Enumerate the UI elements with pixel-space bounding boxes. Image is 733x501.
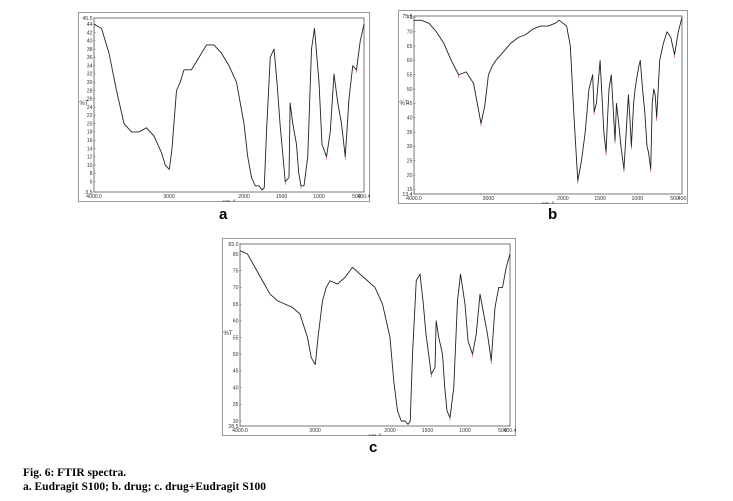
y-tick-label: 32	[87, 72, 93, 78]
y-tick-label: 3.5	[85, 190, 92, 196]
figure-caption-title: Fig. 6: FTIR spectra.	[23, 467, 127, 479]
y-tick-label: 50	[233, 352, 239, 358]
spectrum-panel-a: 3.5 6 8 10 12 14 16 18 20 22 24 26 28 30 32 34 36 38 40 42 4…	[78, 12, 370, 202]
y-tick-label: 42	[87, 30, 93, 36]
x-tick-label: 3000	[483, 196, 495, 202]
x-tick-label: 2000	[557, 196, 569, 202]
x-tick-label: 4000.0	[232, 428, 248, 434]
y-tick-label: 13.4	[402, 192, 412, 198]
x-tick-label: 3000	[309, 428, 321, 434]
x-tick-label: 400.4	[358, 194, 370, 200]
y-tick-label: 55	[407, 73, 413, 79]
x-tick-label: 500	[352, 194, 361, 200]
y-axis-label: %T	[400, 101, 409, 107]
y-tick-label: 45.5	[82, 16, 92, 22]
chart-border	[398, 10, 688, 204]
y-axis-label: %T	[224, 331, 233, 337]
y-tick-label: 24	[87, 105, 93, 111]
chart-a: 3.5 6 8 10 12 14 16 18 20 22 24 26 28 30 32 34 36 38 40 42 4…	[78, 12, 370, 202]
x-tick-label: 1500	[276, 194, 288, 200]
y-tick-label: 40	[407, 116, 413, 122]
x-tick-label: 1000	[313, 194, 325, 200]
y-tick-label: 6	[90, 179, 93, 185]
y-tick-label: 18	[87, 130, 93, 136]
x-tick-label: 1000	[459, 428, 471, 434]
y-tick-label: 35	[233, 402, 239, 408]
y-tick-label: 70	[407, 30, 413, 36]
y-tick-label: 35	[407, 130, 413, 136]
x-tick-label: 1500	[422, 428, 434, 434]
panel-label-c: c	[369, 439, 378, 456]
y-tick-label: 36	[87, 55, 93, 61]
x-axis-label: cm-1	[368, 434, 382, 436]
y-tick-label: 12	[87, 155, 93, 161]
y-tick-label: 20	[407, 173, 413, 179]
x-tick-label: 3000	[163, 194, 175, 200]
y-tick-label: 16	[87, 138, 93, 144]
x-tick-label: 1500	[594, 196, 606, 202]
plot-area	[93, 17, 365, 193]
y-tick-label: 25	[407, 159, 413, 165]
y-tick-label: 70	[233, 285, 239, 291]
y-tick-label: 10	[87, 163, 93, 169]
spectrum-line	[239, 250, 511, 425]
x-tick-label: 400	[678, 196, 687, 202]
x-tick-label: 400.4	[504, 428, 516, 434]
figure-caption-sub: a. Eudragit S100; b. drug; c. drug+Eudra…	[23, 481, 266, 493]
y-tick-label: 60	[407, 58, 413, 64]
y-tick-label: 83.0	[228, 242, 238, 248]
y-tick-label: 65	[233, 302, 239, 308]
y-tick-label: 55	[233, 335, 239, 341]
panel-label-b: b	[548, 206, 558, 223]
chart-c: 28.530 35 40 45 50 55 60 65 70 75 80 83.0 4000.0 3000…	[222, 238, 516, 436]
y-tick-label: 30	[87, 80, 93, 86]
y-tick-label: 38	[87, 47, 93, 53]
panel-label-a: a	[219, 206, 228, 223]
y-tick-label: 60	[233, 319, 239, 325]
y-tick-label: 28.5	[228, 424, 238, 430]
chart-border	[78, 12, 370, 202]
y-tick-label: 50	[407, 87, 413, 93]
y-tick-label: 8	[90, 171, 93, 177]
x-tick-label: 1000	[632, 196, 644, 202]
y-tick-label: 28	[87, 88, 93, 94]
y-tick-label: 14	[87, 146, 93, 152]
spectrum-panel-c: 28.5 30 35 40 45 50 55 60 65 70 75 80 83.0 4000.0 3000…	[222, 238, 516, 436]
x-tick-label: 2000	[384, 428, 396, 434]
y-tick-label: 15	[407, 187, 413, 193]
plot-area	[413, 15, 683, 195]
y-axis-label: %T	[80, 101, 89, 107]
x-axis-label: cm-1	[222, 200, 236, 202]
spectrum-line	[414, 17, 683, 182]
plot-area	[239, 243, 511, 427]
x-tick-label: 2000	[238, 194, 250, 200]
y-tick-label: 40	[233, 385, 239, 391]
y-tick-label: 40	[87, 39, 93, 45]
y-tick-label: 80	[233, 252, 239, 258]
y-tick-label: 20	[87, 121, 93, 127]
spectrum-panel-b: 13.4 15 20 25 30 35 40 45 50 55 60 65 70 75 75.5 4000.0…	[398, 10, 688, 204]
y-tick-label: 34	[87, 63, 93, 69]
y-tick-label: 75	[233, 269, 239, 275]
y-tick-label: 75	[407, 15, 413, 21]
y-tick-label: 65	[407, 44, 413, 50]
chart-border	[222, 238, 516, 436]
x-axis-label: cm-1	[541, 202, 555, 204]
x-tick-label: 4000.0	[86, 194, 102, 200]
y-tick-label: 75.5	[402, 14, 412, 20]
y-tick-label: 45	[407, 101, 413, 107]
x-tick-label: 500	[498, 428, 507, 434]
y-tick-label: 22	[87, 113, 93, 119]
y-tick-label: 45	[233, 369, 239, 375]
x-tick-label: 4000.0	[406, 196, 422, 202]
y-tick-label: 44	[87, 22, 93, 28]
x-tick-label: 500	[670, 196, 679, 202]
y-tick-label: 26	[87, 97, 93, 103]
y-tick-label: 30	[407, 144, 413, 150]
y-tick-label: 30	[233, 419, 239, 425]
